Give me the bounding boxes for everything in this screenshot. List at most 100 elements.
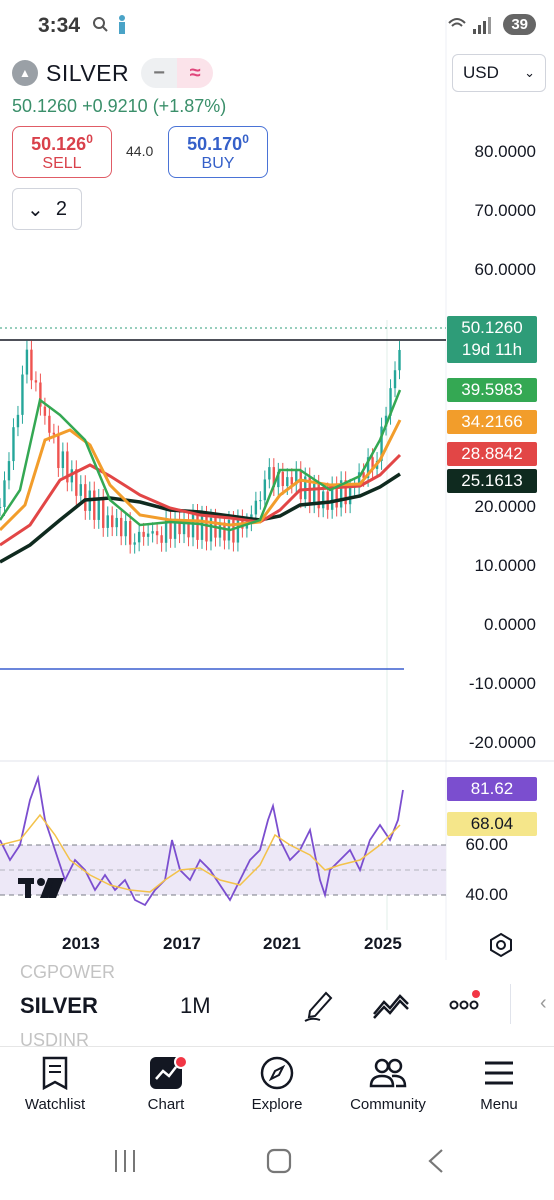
indicators-icon[interactable] [372,990,410,1020]
buy-label: BUY [201,154,235,172]
drawing-tool-icon[interactable] [302,987,336,1023]
candle-body [380,426,383,461]
ma-dark-line [0,472,401,564]
candle-body [133,542,136,545]
nav-watchlist[interactable]: Watchlist [0,1056,110,1113]
candle-body [30,349,33,381]
system-navigation-bar [115,1148,443,1174]
ma-badge-red: 28.8842 [447,442,537,466]
candle-body [3,480,6,507]
spread-value: 44.0 [126,143,154,159]
candle-body [304,476,307,500]
indicators-collapse-button[interactable]: ⌄ 2 [12,188,82,230]
y-axis-label: 0.0000 [484,615,536,634]
chevron-left-icon[interactable]: ‹ [540,992,547,1014]
interval-selector[interactable]: 1M [180,993,211,1018]
y-axis-label: 10.0000 [474,556,536,575]
candle-body [389,388,392,416]
last-price: 50.1260 [12,96,78,116]
currency-value: USD [463,63,499,82]
candle-body [75,469,78,496]
candle-body [0,507,2,508]
watchlist-icon [42,1056,68,1090]
candle-body [151,531,154,534]
settings-icon[interactable] [488,932,514,958]
candle-body [209,517,213,542]
rsi-ma-line [0,813,401,893]
candle-body [70,469,74,483]
tradingview-logo [18,874,66,908]
candle-body [268,467,271,480]
candle-body [384,415,388,427]
indicator-count: 2 [55,197,67,220]
y-axis-label: -10.0000 [468,674,536,693]
toolbar-symbol[interactable]: SILVER [20,993,98,1018]
candle-body [371,457,374,469]
candle-body [357,472,361,487]
status-right: 39 [447,14,536,35]
candle-body [57,434,60,469]
symbol-header[interactable]: ▲ SILVER − ≈ [12,58,214,88]
candle-body [362,472,365,478]
back-icon[interactable] [428,1149,443,1173]
candle-body [160,535,163,543]
price-chart[interactable] [0,0,554,960]
last-price-badge: 50.1260 19d 11h [447,316,537,363]
candle-body [295,470,298,485]
rsi-level-60: 60.00 [465,835,508,854]
candle-body [12,427,15,462]
rsi-line [0,774,404,907]
candle-body [218,522,222,538]
x-axis-label: 2013 [62,934,100,953]
candle-body [272,467,276,488]
nav-label: Watchlist [24,1096,86,1113]
candle-body [52,432,56,435]
candle-body [393,370,397,389]
y-axis-label: 80.0000 [474,142,536,161]
currency-select[interactable]: USD ⌄ [452,54,546,92]
candle-body [254,500,258,515]
candle-body [66,451,69,483]
candle-body [146,533,150,537]
candle-body [43,406,47,416]
candle-body [335,485,338,508]
signal-icon [448,16,492,34]
more-icon[interactable] [448,990,482,1020]
price-change-pct: (+1.87%) [152,96,227,116]
price-line: 50.1260 +0.9210 (+1.87%) [12,96,226,117]
x-axis-label: 2021 [263,934,301,953]
candle-body [7,461,11,481]
candle-body [398,349,401,371]
nav-community[interactable]: Community [333,1056,443,1113]
candle-body [111,515,114,528]
candle-body [128,521,132,545]
symbol-name[interactable]: SILVER [46,59,130,86]
ma-badge-green: 39.5983 [447,378,537,402]
battery-level: 39 [503,14,536,35]
candle-body [313,483,316,505]
sell-button[interactable]: 50.1260 SELL [12,126,112,178]
candle-body [137,531,141,543]
candle-body [322,491,325,509]
prev-symbol[interactable]: CGPOWER [20,962,116,982]
candle-body [164,518,168,543]
candle-body [366,457,370,478]
buy-button[interactable]: 50.1700 BUY [168,126,268,178]
x-axis-label: 2017 [163,934,201,953]
buy-price-superscript: 0 [242,131,249,146]
candle-body [102,497,105,528]
candle-body [196,512,199,540]
chart-mode-toggle[interactable]: − ≈ [141,58,214,88]
notification-dot [472,990,480,998]
candle-body [187,520,190,538]
wave-icon[interactable]: ≈ [177,58,214,88]
next-symbol[interactable]: USDINR [20,1030,90,1050]
status-time: 3:34 [38,14,81,37]
minus-icon[interactable]: − [141,58,178,88]
candle-body [120,517,123,537]
nav-menu[interactable]: Menu [444,1056,554,1113]
nav-chart[interactable]: Chart [111,1056,221,1113]
recent-apps-icon[interactable] [115,1150,135,1172]
home-icon[interactable] [266,1148,292,1174]
nav-explore[interactable]: Explore [222,1056,332,1113]
